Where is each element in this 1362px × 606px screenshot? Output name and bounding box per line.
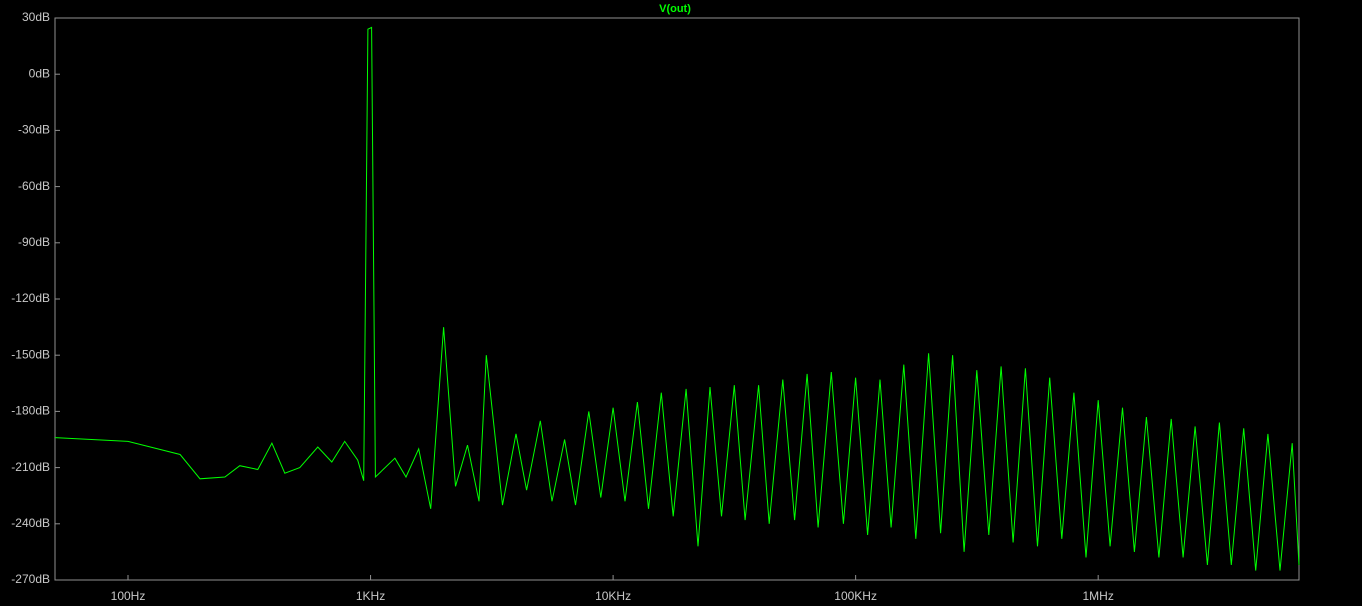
x-tick-label: 1MHz	[1083, 589, 1114, 603]
y-tick-label: -180dB	[11, 404, 50, 418]
y-tick-label: -120dB	[11, 291, 50, 305]
series-line	[54, 26, 1300, 571]
y-tick-label: -30dB	[18, 123, 50, 137]
y-tick-label: 30dB	[22, 10, 50, 24]
x-tick-label: 10KHz	[595, 589, 631, 603]
y-tick-label: -60dB	[18, 179, 50, 193]
x-tick-label: 100Hz	[111, 589, 146, 603]
chart-title: V(out)	[659, 3, 691, 15]
y-tick-label: -150dB	[11, 347, 50, 361]
x-tick-label: 1KHz	[356, 589, 385, 603]
y-tick-label: -270dB	[11, 572, 50, 586]
y-tick-label: -210dB	[11, 460, 50, 474]
y-tick-label: 0dB	[29, 66, 50, 80]
x-tick-label: 100KHz	[834, 589, 877, 603]
plot-frame	[54, 17, 1300, 581]
y-tick-label: -90dB	[18, 235, 50, 249]
y-tick-label: -240dB	[11, 516, 50, 530]
